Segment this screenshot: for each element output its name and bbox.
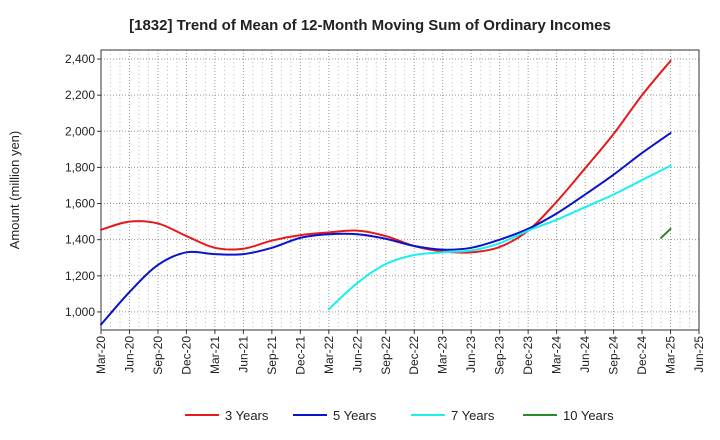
- y-tick-label-4: 1,800: [65, 160, 95, 174]
- x-tick-label-8: Mar-22: [322, 336, 336, 374]
- x-tick-label-12: Mar-23: [436, 336, 450, 374]
- x-tick-label-21: Jun-25: [692, 336, 706, 373]
- x-tick-label-2: Sep-20: [151, 336, 165, 375]
- x-tick-label-15: Dec-23: [521, 336, 535, 375]
- x-tick-label-18: Sep-24: [607, 336, 621, 375]
- y-tick-label-2: 1,400: [65, 233, 95, 247]
- legend-label-0: 3 Years: [225, 408, 269, 423]
- x-tick-label-1: Jun-20: [122, 336, 136, 373]
- x-tick-label-14: Sep-23: [493, 336, 507, 375]
- series-line-5-years: [100, 132, 672, 326]
- x-axis: Mar-20 Jun-20 Sep-20 Dec-20 Mar-21 Jun-21 Sep-…: [94, 330, 706, 375]
- y-axis-label: Amount (million yen): [7, 131, 22, 250]
- x-tick-label-5: Jun-21: [236, 336, 250, 373]
- y-tick-label-1: 1,200: [65, 269, 95, 283]
- x-tick-label-0: Mar-20: [94, 336, 108, 374]
- series-line-3-years: [100, 59, 672, 254]
- y-tick-label-5: 2,000: [65, 124, 95, 138]
- y-tick-label-7: 2,400: [65, 52, 95, 66]
- plot-area: [100, 49, 700, 331]
- chart-title: [1832] Trend of Mean of 12-Month Moving …: [129, 17, 611, 34]
- x-tick-label-17: Jun-24: [578, 336, 592, 373]
- legend-label-3: 10 Years: [563, 408, 614, 423]
- y-tick-label-3: 1,600: [65, 197, 95, 211]
- legend-label-1: 5 Years: [333, 408, 377, 423]
- x-tick-label-16: Mar-24: [550, 336, 564, 374]
- legend: 3 Years 5 Years 7 Years 10 Years: [185, 408, 614, 423]
- series-lines: [100, 59, 672, 326]
- x-tick-label-6: Sep-21: [265, 336, 279, 375]
- y-axis: 1,000 1,200 1,400 1,600 1,800 2,000 2,200 2,400: [65, 52, 101, 319]
- y-tick-label-0: 1,000: [65, 305, 95, 319]
- grid: [101, 50, 699, 330]
- x-tick-label-20: Mar-25: [664, 336, 678, 374]
- x-tick-label-4: Mar-21: [208, 336, 222, 374]
- series-line-7-years: [327, 164, 672, 311]
- series-line-10-years: [660, 227, 672, 239]
- legend-label-2: 7 Years: [451, 408, 495, 423]
- x-tick-label-3: Dec-20: [179, 336, 193, 375]
- x-tick-label-19: Dec-24: [635, 336, 649, 375]
- x-tick-label-13: Jun-23: [464, 336, 478, 373]
- y-tick-label-6: 2,200: [65, 88, 95, 102]
- x-tick-label-7: Dec-21: [293, 336, 307, 375]
- x-tick-label-9: Jun-22: [350, 336, 364, 373]
- x-tick-label-11: Dec-22: [407, 336, 421, 375]
- x-tick-label-10: Sep-22: [379, 336, 393, 375]
